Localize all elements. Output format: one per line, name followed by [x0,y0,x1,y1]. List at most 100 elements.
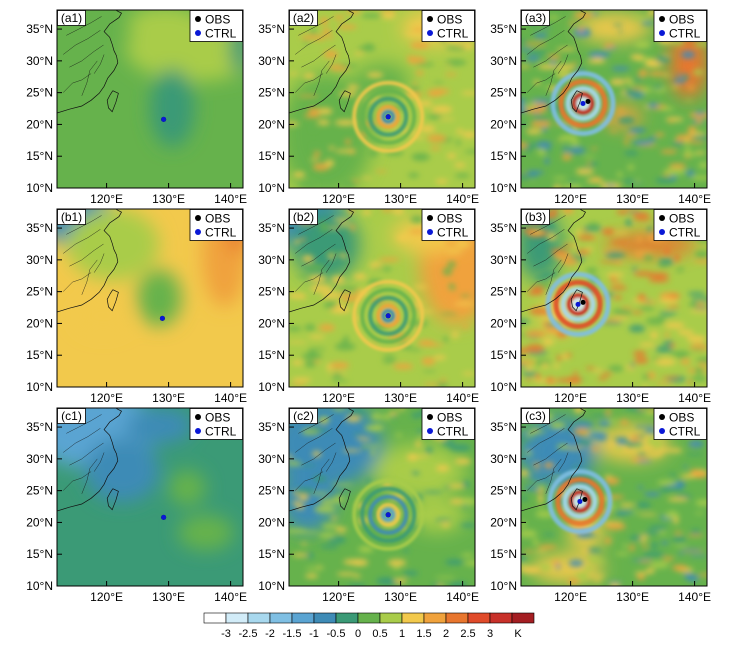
field-streak [347,583,367,586]
ctrl-marker [385,512,391,518]
field-streak [605,251,626,259]
field-streak [342,449,361,452]
field-streak [673,254,680,262]
field-streak [694,250,707,259]
field-streak [403,570,419,576]
field-streak [680,359,691,365]
field-streak [319,324,335,332]
field-streak [589,161,598,167]
legend-marker-ctrl [195,30,201,36]
colorbar-swatch [203,612,227,624]
shaded-field [521,10,707,188]
panel-label: (c2) [289,408,318,424]
field-streak [392,209,405,215]
field-streak [685,99,693,102]
field-streak [447,261,456,268]
field-streak [354,52,364,56]
field-streak [628,128,645,133]
field-streak [537,485,546,491]
x-tick-label: 120°E [554,391,587,405]
field-streak [404,31,423,36]
field-streak [615,209,629,215]
field-streak [590,414,613,418]
panel-frame [288,9,476,189]
field-streak [294,487,316,496]
field-streak [644,61,663,68]
y-tick-label: 20°N [26,316,53,330]
field-streak [592,368,603,373]
field-streak [462,480,470,488]
field-streak [658,298,679,304]
field-streak [461,553,474,557]
field-streak [601,228,616,236]
field-streak [605,272,625,277]
field-streak [533,550,548,553]
field-streak [612,308,633,317]
legend-label-obs: OBS [669,13,694,27]
field-streak [521,39,529,44]
field-streak [660,376,681,379]
field-streak [427,134,446,143]
field-streak [611,66,630,71]
field-streak [289,326,302,332]
field-streak [669,487,684,491]
field-streak [336,572,357,576]
field-streak [454,162,466,168]
ctrl-marker [385,313,391,319]
field-streak [453,301,475,306]
x-tick-label: 130°E [384,590,417,604]
field-streak [571,244,580,248]
field-streak [379,414,393,420]
field-streak [632,267,638,272]
y-tick-label: 35°N [26,221,53,235]
field-streak [648,137,657,141]
field-streak [454,240,471,248]
svg-text:(c1): (c1) [61,409,82,423]
province-border [527,73,556,93]
field-streak [613,315,629,320]
y-tick-label: 15°N [490,149,517,163]
field-streak [442,267,453,276]
panel-grid: 10°N 15°N 20°N 25°N 30°N 35°N 120°E 130°E 140°E (… [26,9,711,604]
field-streak [521,63,527,69]
field-streak [533,32,548,39]
field-streak [655,345,673,353]
field-streak [604,477,620,485]
field-streak [633,179,642,183]
field-streak [630,54,645,61]
province-border [295,471,324,491]
field-streak [546,376,553,383]
province-border [527,471,556,491]
legend-marker-obs [659,414,665,420]
typhoon-rings [352,80,425,153]
province-border [545,259,562,295]
field-streak [307,347,327,351]
field-streak [384,268,391,272]
field-streak [378,10,398,13]
field-streak [289,383,307,386]
field-streak [289,72,299,76]
field-streak [530,120,552,128]
field-streak [552,209,558,213]
field-streak [414,511,435,518]
field-streak [580,13,594,17]
field-streak [624,150,639,156]
field-streak [608,365,624,372]
field-streak [460,497,475,506]
field-streak [587,574,606,578]
field-streak [609,276,617,281]
field-streak [637,408,646,411]
svg-text:(b1): (b1) [61,210,82,224]
field-streak [436,583,445,586]
field-streak [462,372,475,376]
field-streak [664,322,685,329]
field-streak [464,560,475,566]
field-streak [401,473,412,477]
y-tick-label: 15°N [26,149,53,163]
field-streak [690,529,701,537]
field-streak [695,499,707,507]
legend-label-obs: OBS [205,212,230,226]
province-border [558,452,569,472]
province-border [295,229,333,254]
field-streak [313,151,320,158]
